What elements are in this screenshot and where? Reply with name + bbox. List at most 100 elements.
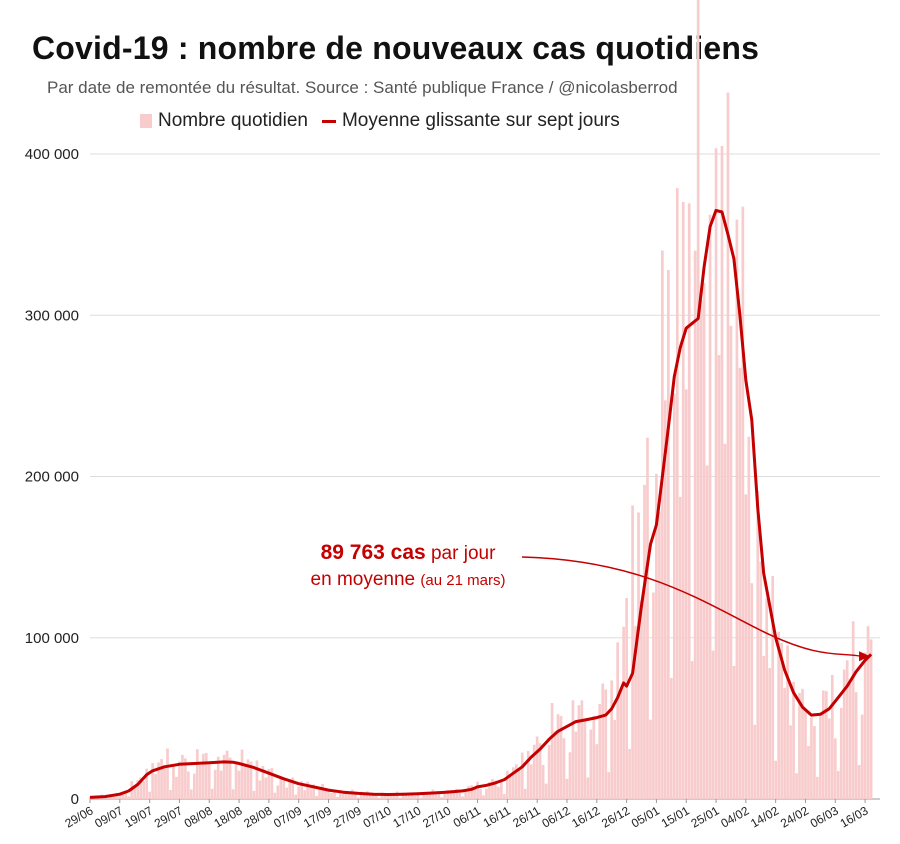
- daily-bar: [207, 762, 211, 799]
- daily-bar: [687, 203, 691, 800]
- daily-bar: [508, 776, 512, 799]
- daily-bar: [356, 797, 360, 799]
- x-tick-label: 24/02: [778, 803, 811, 830]
- y-tick-label: 400 000: [25, 146, 79, 163]
- daily-bar: [231, 789, 235, 799]
- daily-bar: [506, 770, 509, 799]
- daily-bar: [410, 792, 414, 799]
- daily-bar: [625, 597, 628, 799]
- daily-bar: [246, 759, 250, 799]
- annotation-value: 89 763 cas: [320, 541, 426, 564]
- daily-bar: [109, 795, 113, 799]
- daily-bar: [628, 749, 631, 799]
- daily-bar: [646, 437, 649, 799]
- legend-item-line: Moyenne glissante sur sept jours: [321, 110, 620, 132]
- daily-bar: [541, 764, 545, 799]
- daily-bar: [741, 206, 745, 800]
- daily-bar: [261, 766, 265, 799]
- daily-bar: [568, 752, 572, 799]
- annotation-text1: par jour: [430, 543, 496, 564]
- annotation: 89 763 cas par jour en moyenne (au 21 ma…: [288, 540, 528, 594]
- daily-bar: [437, 792, 441, 799]
- daily-bar: [377, 797, 381, 799]
- daily-bar: [234, 761, 238, 799]
- x-tick-label: 16/11: [481, 803, 514, 830]
- daily-bar: [434, 793, 438, 799]
- daily-bar: [401, 792, 405, 799]
- daily-bar: [750, 583, 754, 799]
- daily-bar: [666, 270, 670, 800]
- daily-bar: [413, 795, 417, 799]
- daily-bar: [860, 714, 864, 799]
- daily-bar: [574, 731, 578, 799]
- x-tick-label: 28/08: [241, 803, 274, 830]
- annotation-note: (au 21 mars): [420, 572, 506, 589]
- daily-bar: [133, 785, 137, 799]
- daily-bar: [443, 791, 447, 799]
- daily-bar: [768, 667, 772, 799]
- chart-title: Covid-19 : nombre de nouveaux cas quotid…: [32, 30, 760, 66]
- daily-bar: [273, 792, 277, 799]
- x-tick-label: 16/03: [838, 803, 871, 830]
- daily-bar: [836, 771, 840, 799]
- daily-bar: [267, 769, 271, 799]
- daily-bar: [446, 789, 450, 799]
- daily-bar: [449, 790, 453, 799]
- daily-bar: [160, 759, 163, 799]
- daily-bar: [282, 780, 286, 799]
- daily-bar: [270, 768, 274, 799]
- daily-bar: [765, 598, 769, 799]
- daily-bar: [619, 688, 622, 799]
- daily-bar: [762, 655, 766, 799]
- daily-bar: [652, 592, 655, 799]
- daily-bar: [494, 780, 497, 799]
- y-axis: 0 100 000 200 000 300 000 400 000: [25, 146, 79, 808]
- daily-bar: [520, 752, 524, 799]
- daily-bar: [586, 777, 590, 799]
- x-tick-label: 04/02: [718, 803, 751, 830]
- legend-swatch-line: [321, 119, 336, 123]
- daily-bar: [339, 790, 342, 799]
- daily-bar: [258, 780, 262, 799]
- daily-bar: [526, 750, 530, 799]
- daily-bar: [470, 785, 473, 799]
- daily-bar: [371, 792, 375, 799]
- x-tick-label: 06/11: [451, 803, 484, 830]
- x-tick-label: 08/08: [182, 803, 215, 830]
- daily-bar: [255, 760, 259, 799]
- daily-bar: [342, 793, 345, 799]
- daily-bar: [476, 781, 479, 799]
- daily-bar: [127, 796, 131, 799]
- daily-bar: [717, 355, 721, 799]
- x-tick-label: 07/10: [361, 803, 394, 830]
- daily-bar: [264, 777, 268, 799]
- daily-bar: [368, 795, 372, 799]
- daily-bar: [547, 744, 551, 799]
- daily-bar: [819, 713, 822, 799]
- daily-bar: [237, 770, 241, 799]
- daily-bar: [658, 511, 661, 799]
- daily-bar: [190, 789, 193, 799]
- daily-bar: [804, 709, 807, 799]
- daily-bar: [309, 787, 312, 799]
- daily-bar: [681, 201, 685, 800]
- x-axis: 29/0609/0719/0729/0708/0818/0828/0807/09…: [62, 799, 871, 831]
- daily-bar: [318, 788, 321, 799]
- y-tick-label: 100 000: [25, 630, 79, 647]
- x-tick-label: 05/01: [629, 803, 662, 830]
- daily-bar: [678, 496, 682, 799]
- x-tick-label: 15/01: [659, 803, 692, 830]
- daily-bar: [422, 792, 426, 799]
- daily-bar: [151, 763, 154, 799]
- daily-bar: [88, 797, 92, 799]
- daily-bar: [863, 652, 867, 799]
- legend-label-line: Moyenne glissante sur sept jours: [341, 110, 620, 131]
- daily-bar: [315, 795, 318, 799]
- daily-bar: [192, 773, 196, 799]
- x-tick-label: 27/10: [420, 803, 453, 830]
- daily-bar: [649, 719, 652, 799]
- daily-bar: [425, 791, 429, 799]
- daily-bar: [544, 783, 548, 799]
- daily-bar: [294, 794, 298, 799]
- daily-bar: [866, 626, 870, 799]
